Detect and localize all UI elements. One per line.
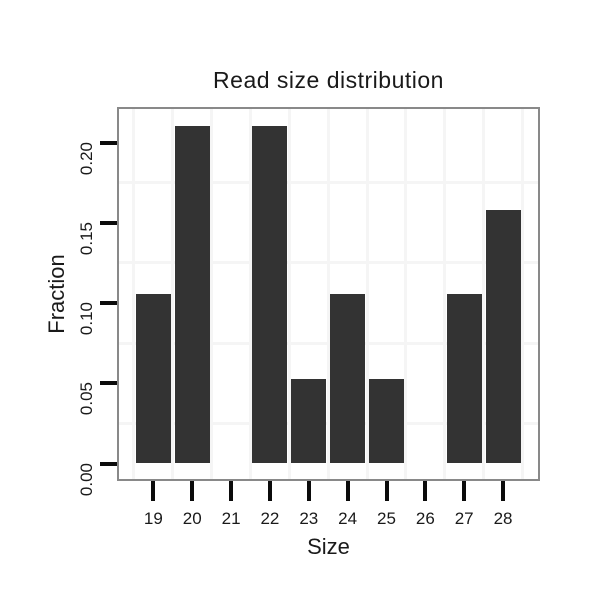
x-tick-label: 27 <box>454 509 474 528</box>
y-axis-tick <box>100 461 117 466</box>
vertical-minor-gridline <box>443 109 447 479</box>
y-axis-tick <box>100 301 117 305</box>
x-axis-tick <box>151 481 156 501</box>
x-axis-tick <box>267 481 272 501</box>
x-tick-label: 22 <box>260 509 280 528</box>
vertical-minor-gridline <box>171 109 175 479</box>
x-tick-label: 25 <box>377 509 396 528</box>
y-axis-tick <box>100 381 117 386</box>
bar-24 <box>330 294 366 464</box>
bar-22 <box>252 125 288 464</box>
bar-23 <box>291 379 327 464</box>
vertical-minor-gridline <box>520 109 524 479</box>
y-axis-tick <box>100 220 117 225</box>
bar-27 <box>446 294 482 464</box>
y-tick-label: 0.10 <box>77 302 96 336</box>
bar-20 <box>174 125 210 464</box>
vertical-minor-gridline <box>482 109 486 479</box>
x-axis-tick <box>306 481 311 501</box>
x-axis-tick <box>501 481 506 501</box>
vertical-minor-gridline <box>287 109 291 479</box>
x-tick-label: 20 <box>182 509 202 528</box>
x-tick-label: 21 <box>221 509 241 528</box>
x-tick-label: 23 <box>299 509 319 528</box>
x-axis-tick <box>423 481 428 501</box>
x-axis-tick <box>345 481 350 501</box>
vertical-minor-gridline <box>404 109 408 479</box>
x-axis-label: Size <box>307 534 350 559</box>
vertical-minor-gridline <box>249 109 253 479</box>
vertical-minor-gridline <box>210 109 214 479</box>
y-tick-label: 0.05 <box>77 382 96 416</box>
y-axis-tick <box>100 140 117 145</box>
vertical-minor-gridline <box>132 109 136 479</box>
x-tick-label: 19 <box>143 509 163 528</box>
x-axis-tick <box>462 481 467 501</box>
bar-19 <box>135 294 171 464</box>
y-tick-label: 0.15 <box>77 221 96 255</box>
bar-28 <box>485 210 521 464</box>
x-axis-tick <box>190 481 195 501</box>
y-tick-label: 0.00 <box>77 462 96 496</box>
x-tick-label: 28 <box>493 509 513 528</box>
plot-panel <box>117 107 540 481</box>
x-axis-tick <box>384 481 389 501</box>
y-axis-label: Fraction <box>44 254 69 334</box>
vertical-minor-gridline <box>365 109 369 479</box>
x-tick-label: 24 <box>338 509 358 528</box>
bar-25 <box>369 379 404 464</box>
chart-title: Read size distribution <box>213 67 444 93</box>
x-tick-label: 26 <box>415 509 435 528</box>
vertical-minor-gridline <box>326 109 330 479</box>
x-axis-tick <box>229 481 234 501</box>
y-tick-label: 0.20 <box>77 141 96 175</box>
